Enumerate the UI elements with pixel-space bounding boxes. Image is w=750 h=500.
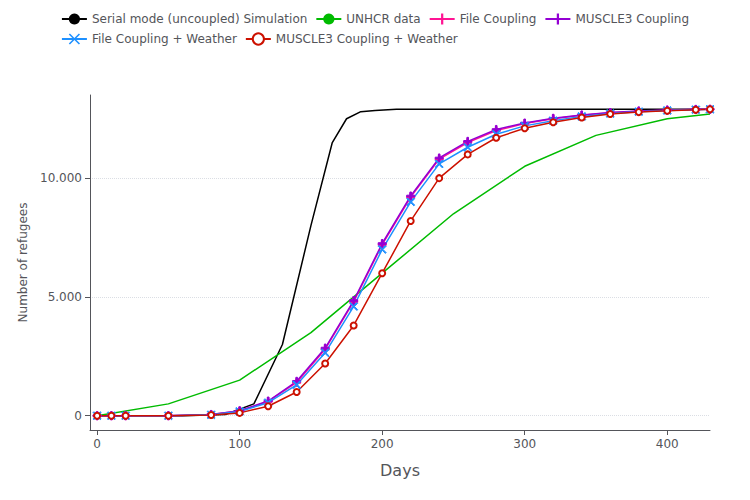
svg-text:File Coupling: File Coupling <box>460 12 537 26</box>
svg-text:Number of refugees: Number of refugees <box>16 203 30 323</box>
svg-text:0: 0 <box>74 409 82 423</box>
svg-text:UNHCR data: UNHCR data <box>346 12 420 26</box>
svg-text:400: 400 <box>656 437 679 451</box>
svg-text:Serial mode (uncoupled) Simula: Serial mode (uncoupled) Simulation <box>92 12 307 26</box>
svg-text:100: 100 <box>228 437 251 451</box>
svg-text:0: 0 <box>93 437 101 451</box>
svg-text:5.000: 5.000 <box>48 290 82 304</box>
svg-text:MUSCLE3 Coupling + Weather: MUSCLE3 Coupling + Weather <box>276 32 458 46</box>
svg-text:File Coupling + Weather: File Coupling + Weather <box>92 32 237 46</box>
svg-text:300: 300 <box>513 437 536 451</box>
svg-text:Days: Days <box>380 461 420 480</box>
svg-text:200: 200 <box>371 437 394 451</box>
svg-text:10.000: 10.000 <box>40 171 82 185</box>
svg-text:MUSCLE3 Coupling: MUSCLE3 Coupling <box>575 12 689 26</box>
